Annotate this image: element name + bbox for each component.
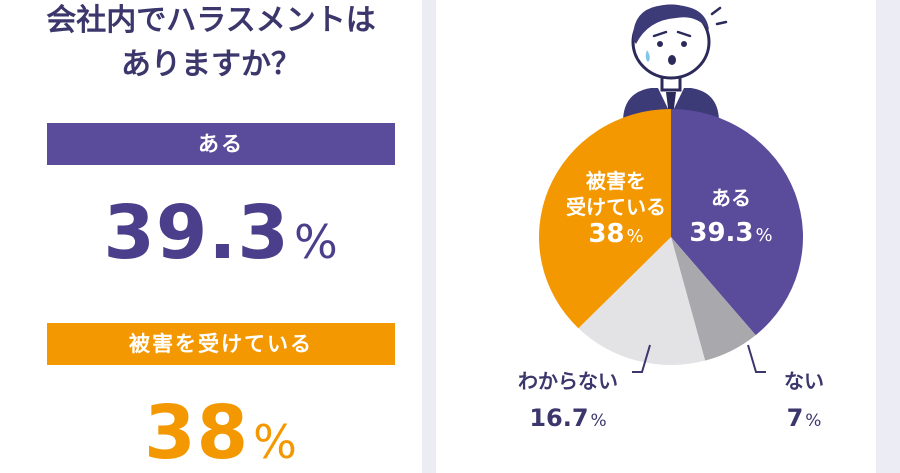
pie-slice-wakaranai: [578, 237, 706, 366]
slice-label-wakaranai: わからない: [518, 369, 618, 393]
left-panel: 会社内でハラスメントは ありますか？ ある 39.3% 被害を受けている 38%: [0, 0, 422, 473]
page-title-line2: ありますか？: [121, 47, 301, 82]
slice-label-higai-2: 受けている: [566, 195, 666, 219]
leader-line-nai: [747, 344, 766, 373]
slice-value-nai: 7%: [787, 404, 822, 432]
slice-label-aru: ある: [711, 186, 751, 210]
summary-value-higai-number: 38: [144, 390, 250, 473]
summary-value-aru: 39.3%: [47, 188, 395, 287]
slice-value-wakaranai: 16.7%: [529, 404, 606, 432]
slice-label-nai: ない: [784, 369, 824, 393]
slice-value-higai: 38%: [588, 219, 643, 249]
worried-businessman-icon: [623, 4, 728, 120]
summary-band-aru: ある: [47, 123, 395, 165]
summary-value-aru-number: 39.3: [103, 190, 290, 276]
slice-value-aru: 39.3%: [689, 218, 772, 248]
page-title-line1: 会社内でハラスメントは: [46, 3, 376, 38]
summary-value-higai-unit: %: [253, 415, 298, 469]
pie-slice-aru: [671, 109, 803, 336]
summary-value-aru-unit: %: [293, 215, 339, 269]
leader-line-wakaranai: [632, 344, 651, 373]
summary-band-higai: 被害を受けている: [47, 323, 395, 365]
summary-value-higai: 38%: [47, 388, 395, 473]
right-panel: ある 39.3% ない 7% わからない 16.7% 被害を 受けている 38%: [436, 0, 876, 473]
pie-slice-higai: [539, 109, 671, 329]
slice-label-higai-1: 被害を: [586, 169, 646, 193]
pie-slice-nai: [671, 237, 756, 361]
